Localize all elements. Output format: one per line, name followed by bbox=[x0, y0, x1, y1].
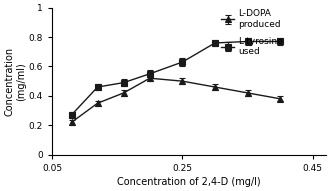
Legend: L-DOPA
produced, L-tyrosine
used: L-DOPA produced, L-tyrosine used bbox=[221, 9, 283, 56]
Y-axis label: Concentration
(mg/ml): Concentration (mg/ml) bbox=[4, 47, 26, 116]
X-axis label: Concentration of 2,4-D (mg/l): Concentration of 2,4-D (mg/l) bbox=[117, 177, 261, 187]
